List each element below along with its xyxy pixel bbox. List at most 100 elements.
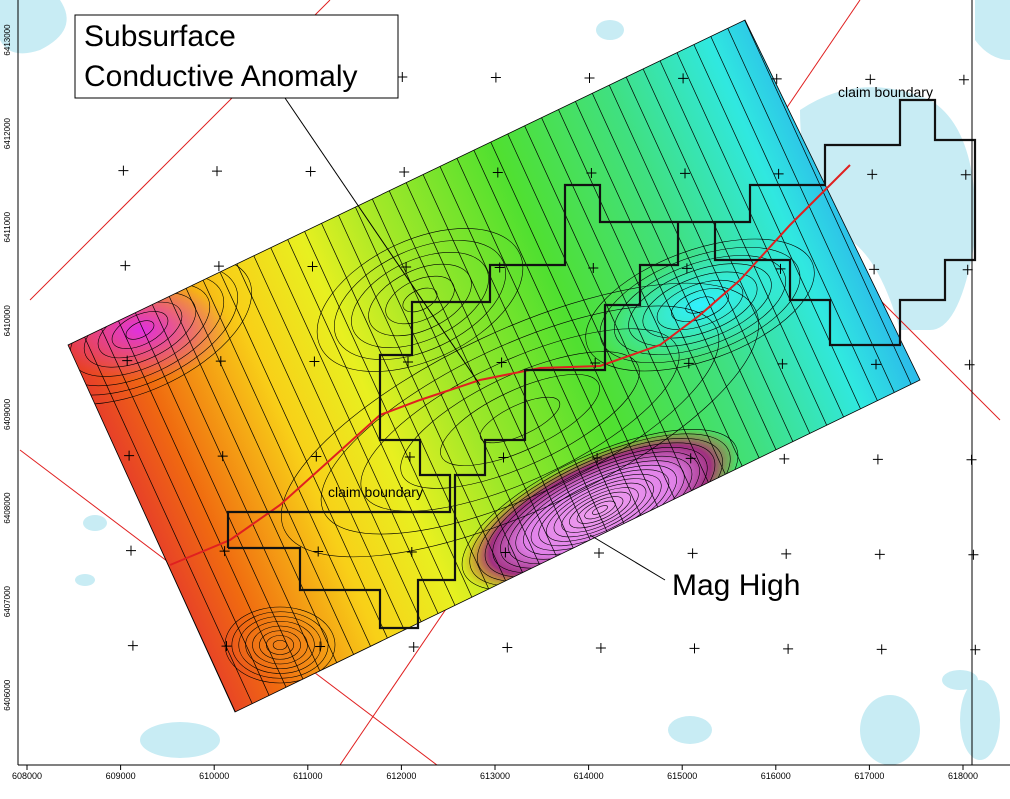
callout-text: Subsurface xyxy=(84,20,236,53)
contour xyxy=(360,328,680,512)
lakes xyxy=(0,0,1010,765)
cross xyxy=(313,546,324,557)
cross xyxy=(595,642,606,653)
contour xyxy=(385,275,455,325)
cross xyxy=(127,640,138,651)
survey-line xyxy=(316,212,495,601)
contour xyxy=(265,635,295,655)
survey-line xyxy=(299,221,478,609)
cross xyxy=(876,644,887,655)
contour xyxy=(656,279,744,331)
northing-label: 6410000 xyxy=(3,305,12,337)
cross xyxy=(490,72,501,83)
contour xyxy=(224,606,336,684)
contour xyxy=(671,288,729,322)
cross xyxy=(681,263,692,274)
cross xyxy=(683,358,694,369)
contour xyxy=(628,263,772,347)
survey-line xyxy=(79,326,258,712)
survey-line xyxy=(248,245,427,633)
claim-label: claim boundary xyxy=(838,84,933,100)
contour xyxy=(685,296,715,314)
survey-line xyxy=(604,74,782,463)
callout-line xyxy=(284,97,481,386)
cross xyxy=(305,166,316,177)
survey-line xyxy=(655,50,833,438)
cross xyxy=(687,548,698,559)
cross xyxy=(118,165,129,176)
survey-line xyxy=(722,20,901,406)
cross xyxy=(404,452,415,463)
survey-line xyxy=(621,66,799,455)
cross xyxy=(221,641,232,652)
cross xyxy=(311,451,322,462)
contour xyxy=(351,252,489,348)
cross xyxy=(590,357,601,368)
survey-line xyxy=(231,253,410,641)
easting-label: 613000 xyxy=(480,771,510,781)
cross xyxy=(126,545,136,556)
cross xyxy=(309,356,320,367)
survey-line xyxy=(130,302,309,690)
cross xyxy=(408,642,419,653)
cross xyxy=(964,359,975,370)
survey-line xyxy=(96,318,275,706)
cross xyxy=(773,168,784,179)
survey-line xyxy=(671,42,850,430)
cross xyxy=(689,643,700,654)
axis-band xyxy=(0,765,1010,799)
cross xyxy=(586,167,597,178)
survey-line xyxy=(451,147,630,536)
northing-label: 6411000 xyxy=(3,211,12,242)
survey-line xyxy=(164,286,342,674)
cross xyxy=(775,263,786,274)
survey-line xyxy=(502,123,681,511)
contour xyxy=(553,482,647,538)
cross xyxy=(777,358,788,369)
cross xyxy=(685,453,696,464)
contour xyxy=(245,620,315,670)
survey-line xyxy=(350,196,529,585)
cross xyxy=(315,641,326,652)
easting-label: 617000 xyxy=(854,771,884,781)
cross xyxy=(592,452,603,463)
callout-text: Conductive Anomaly xyxy=(84,60,358,93)
contour xyxy=(479,396,561,444)
survey-line xyxy=(181,277,359,666)
survey-line xyxy=(570,91,749,479)
survey-line xyxy=(113,310,292,698)
survey-line xyxy=(739,20,918,398)
northing-label: 6408000 xyxy=(3,492,12,524)
cross xyxy=(213,261,224,272)
contour xyxy=(569,491,631,529)
conductor-trace xyxy=(169,164,851,566)
survey-line xyxy=(198,269,376,658)
cross xyxy=(874,549,885,560)
easting-label: 612000 xyxy=(386,771,416,781)
survey-line xyxy=(688,34,867,422)
cross xyxy=(219,546,230,557)
cross xyxy=(584,72,595,83)
easting-label: 611000 xyxy=(293,771,322,781)
contour xyxy=(125,320,155,340)
northing-label: 6412000 xyxy=(3,117,12,149)
survey-outline xyxy=(67,19,921,713)
cross xyxy=(492,167,503,178)
survey-line xyxy=(587,82,765,471)
easting-label: 608000 xyxy=(12,771,42,781)
survey-line xyxy=(147,294,325,682)
easting-label: 609000 xyxy=(106,771,136,781)
cross xyxy=(872,454,883,465)
survey-line xyxy=(265,237,444,625)
survey-line xyxy=(485,131,664,520)
cross xyxy=(680,168,690,179)
cross xyxy=(960,169,971,180)
northing-label: 6407000 xyxy=(3,585,12,617)
contour xyxy=(231,611,329,679)
cross xyxy=(215,356,226,367)
cross xyxy=(124,450,135,461)
contour xyxy=(252,625,308,665)
contour xyxy=(592,505,608,515)
cross xyxy=(678,73,689,84)
